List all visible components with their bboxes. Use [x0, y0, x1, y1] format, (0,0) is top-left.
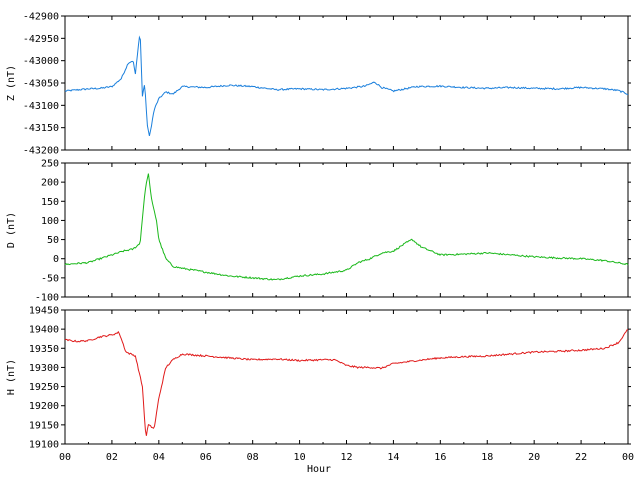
y-tick-label: 0: [53, 254, 59, 265]
y-tick-label: 19200: [29, 401, 59, 412]
y-tick-label: -43050: [23, 79, 59, 90]
y-tick-label: -43100: [23, 101, 59, 112]
x-tick-label: 20: [528, 452, 540, 463]
y-tick-label: 19100: [29, 440, 59, 451]
x-axis-title: Hour: [307, 464, 331, 475]
series-line: [64, 329, 629, 436]
y-axis-title: H (nT): [6, 359, 17, 395]
y-tick-label: -42950: [23, 34, 59, 45]
x-tick-label: 12: [340, 452, 352, 463]
y-tick-label: 150: [41, 197, 59, 208]
x-tick-label: 22: [575, 452, 587, 463]
y-tick-label: -100: [35, 293, 59, 304]
y-axis-title: D (nT): [6, 212, 17, 248]
x-tick-label: 08: [247, 452, 259, 463]
panel-1: -42900 -42950 -43000 -43050 -43100 -43150 -432…: [6, 12, 631, 157]
x-tick-label: 14: [387, 452, 399, 463]
y-tick-label: -50: [41, 273, 59, 284]
y-tick-label: 19450: [29, 306, 59, 317]
y-tick-label: 19400: [29, 325, 59, 336]
x-tick-label: 00: [622, 452, 634, 463]
x-tick-label: 16: [434, 452, 446, 463]
y-tick-label: 19300: [29, 363, 59, 374]
plot-frame: [64, 309, 629, 445]
y-tick-label: -43000: [23, 56, 59, 67]
x-tick-label: 18: [481, 452, 493, 463]
y-tick-label: 19250: [29, 382, 59, 393]
y-tick-label: 200: [41, 178, 59, 189]
series-line: [64, 35, 629, 137]
y-axis-title: Z (nT): [6, 65, 17, 101]
y-tick-label: -43150: [23, 123, 59, 134]
y-tick-label: 100: [41, 216, 59, 227]
chart-panels: -42900 -42950 -43000 -43050 -43100 -43150 -432…: [6, 12, 634, 464]
plot-frame: [64, 15, 629, 151]
x-tick-label: 00: [59, 452, 71, 463]
y-tick-label: 250: [41, 159, 59, 170]
x-tick-label: 04: [153, 452, 165, 463]
y-tick-label: 50: [47, 235, 59, 246]
panel-2: 250 200 150 100 50 0 -50 -100 D (nT): [6, 159, 631, 304]
y-tick-label: -42900: [23, 12, 59, 23]
series-line: [64, 173, 629, 281]
y-tick-label: 19150: [29, 420, 59, 431]
y-tick-label: -43200: [23, 146, 59, 157]
x-tick-label: 06: [200, 452, 212, 463]
x-tick-label: 10: [294, 452, 306, 463]
y-tick-label: 19350: [29, 344, 59, 355]
x-tick-label: 02: [106, 452, 118, 463]
panel-3: 19450 19400 19350 19300 19250 19200 19150 19100…: [6, 306, 631, 451]
